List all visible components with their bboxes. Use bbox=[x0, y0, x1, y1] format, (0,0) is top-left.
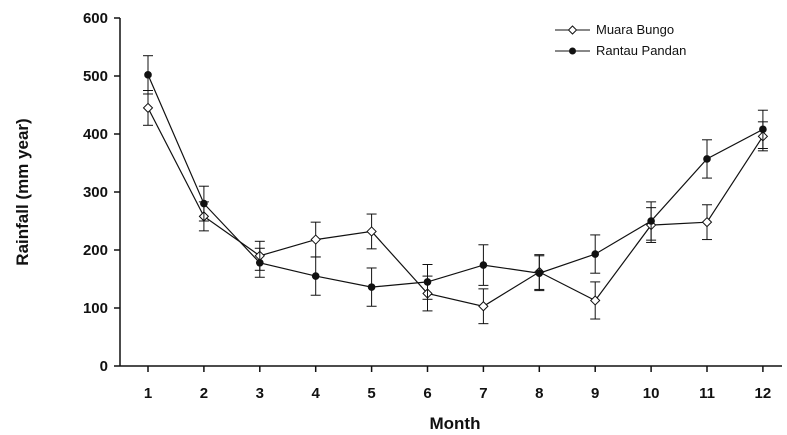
y-tick-label: 600 bbox=[83, 10, 108, 27]
data-point bbox=[311, 272, 320, 280]
x-tick-label: 4 bbox=[312, 385, 321, 402]
x-ticks: 1 2 3 4 5 6 7 8 9 10 11 12 bbox=[144, 366, 771, 402]
data-point bbox=[701, 216, 713, 228]
series-layer bbox=[142, 55, 769, 325]
legend-label-muara-bungo: Muara Bungo bbox=[596, 22, 674, 37]
x-axis: 1 2 3 4 5 6 7 8 9 10 11 12 bbox=[120, 365, 782, 402]
series-muara-bungo bbox=[142, 90, 769, 325]
x-tick-label: 8 bbox=[535, 385, 543, 402]
x-tick-label: 10 bbox=[643, 385, 660, 402]
legend-item-rantau-pandan: Rantau Pandan bbox=[555, 43, 686, 58]
x-tick-label: 3 bbox=[256, 385, 264, 402]
x-tick-label: 7 bbox=[479, 385, 487, 402]
data-point bbox=[367, 283, 376, 291]
x-tick-label: 1 bbox=[144, 385, 152, 402]
data-point bbox=[255, 258, 264, 267]
data-point bbox=[144, 71, 152, 79]
series-line-rantau-pandan bbox=[147, 74, 764, 288]
data-point bbox=[479, 261, 488, 269]
y-tick-label: 400 bbox=[83, 126, 108, 143]
data-point bbox=[647, 217, 655, 225]
y-ticks: 0 100 200 300 400 500 600 bbox=[83, 10, 120, 375]
y-tick-label: 200 bbox=[83, 242, 108, 259]
x-tick-label: 12 bbox=[755, 385, 772, 402]
data-point bbox=[366, 226, 377, 237]
legend-label-rantau-pandan: Rantau Pandan bbox=[596, 43, 686, 58]
legend-marker-muara-bungo bbox=[567, 25, 578, 35]
data-point bbox=[142, 102, 154, 114]
x-tick-label: 11 bbox=[699, 385, 715, 402]
series-line-muara-bungo bbox=[147, 107, 764, 307]
y-axis-label: Rainfall (mm year) bbox=[13, 118, 32, 265]
legend-marker-rantau-pandan bbox=[569, 47, 576, 55]
x-tick-label: 9 bbox=[591, 385, 599, 402]
y-axis: 0 100 200 300 400 500 600 bbox=[83, 10, 121, 375]
y-tick-label: 500 bbox=[83, 68, 108, 85]
data-point bbox=[310, 234, 321, 245]
data-point bbox=[200, 199, 208, 208]
data-point bbox=[423, 278, 432, 286]
y-tick-label: 100 bbox=[83, 300, 108, 317]
x-tick-label: 2 bbox=[200, 385, 208, 402]
data-point bbox=[478, 301, 489, 312]
legend: Muara Bungo Rantau Pandan bbox=[555, 22, 686, 58]
data-point bbox=[591, 250, 599, 258]
series-rantau-pandan bbox=[143, 55, 768, 307]
data-point bbox=[589, 295, 601, 306]
y-tick-label: 0 bbox=[100, 358, 108, 375]
x-tick-label: 6 bbox=[423, 385, 431, 402]
y-tick-label: 300 bbox=[83, 184, 108, 201]
data-point bbox=[759, 125, 767, 134]
data-point bbox=[703, 155, 711, 163]
x-axis-label: Month bbox=[430, 414, 481, 433]
legend-item-muara-bungo: Muara Bungo bbox=[555, 22, 674, 37]
data-point bbox=[535, 269, 544, 278]
x-tick-label: 5 bbox=[367, 385, 375, 402]
